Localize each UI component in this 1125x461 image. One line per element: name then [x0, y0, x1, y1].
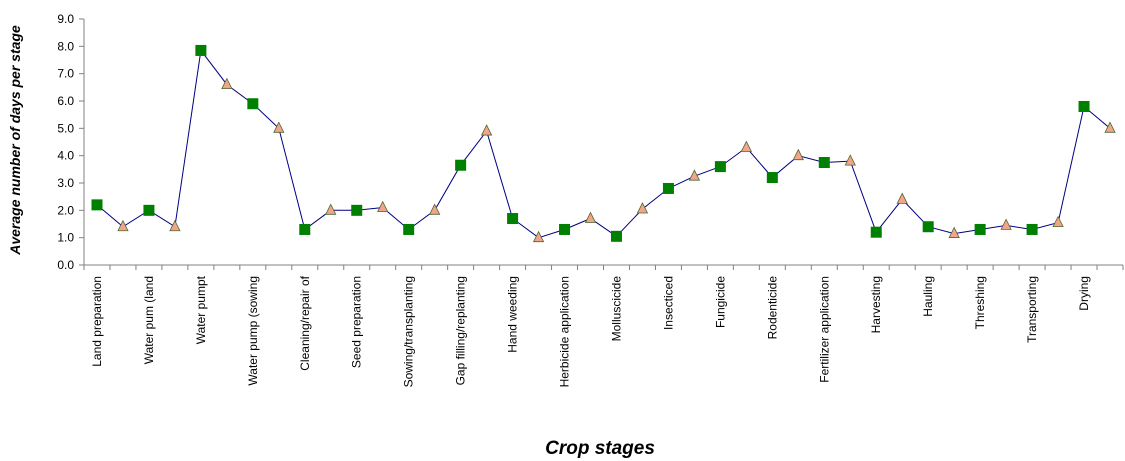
- data-point-square: [818, 157, 830, 168]
- data-point-triangle: [792, 148, 804, 161]
- y-tick-label: 4.0: [57, 149, 74, 163]
- data-point-triangle: [948, 226, 960, 238]
- data-point-square: [195, 44, 207, 56]
- x-axis-title: Crop stages: [545, 438, 655, 459]
- series-line: [96, 49, 1111, 239]
- x-tick-label: Seed preparation: [350, 276, 364, 368]
- data-point-square: [766, 172, 778, 184]
- data-point-square: [610, 230, 622, 242]
- y-tick-label: 0.0: [57, 258, 74, 272]
- x-tick-label: Hand weeding: [506, 276, 520, 353]
- x-tick-label: Drying: [1077, 276, 1091, 311]
- data-point-triangle: [117, 219, 129, 232]
- y-tick-label: 9.0: [57, 12, 74, 26]
- y-tick-label: 5.0: [57, 121, 74, 135]
- x-tick-label: Transporting: [1025, 276, 1039, 343]
- y-axis-title: Average number of days per stage: [7, 25, 23, 256]
- x-tick-label: Sowing/transplanting: [402, 276, 416, 387]
- x-tick-label: Herbicide application: [558, 276, 572, 387]
- x-tick-label: Harvesting: [869, 276, 883, 333]
- x-tick-label: Molluscicide: [609, 276, 623, 342]
- x-tick-label: Hauling: [921, 276, 935, 317]
- y-tick-label: 6.0: [57, 94, 74, 108]
- x-tick-label: Fungicide: [713, 276, 727, 328]
- data-point-square: [247, 98, 259, 110]
- x-tick-label: Insecticed: [661, 276, 675, 330]
- data-point-triangle: [325, 203, 337, 215]
- data-point-triangle: [584, 211, 597, 223]
- y-tick-label: 2.0: [57, 203, 74, 217]
- data-point-square: [662, 182, 674, 194]
- x-tick-label: Land preparation: [90, 276, 104, 367]
- data-point-triangle: [532, 230, 545, 243]
- data-point-square: [922, 221, 934, 233]
- data-point-triangle: [377, 200, 389, 213]
- data-point-square: [559, 223, 571, 235]
- data-point-square: [1026, 223, 1038, 235]
- x-tick-label: Water pump (sowing: [246, 276, 260, 386]
- data-point-square: [1078, 100, 1090, 112]
- data-point-square: [299, 223, 311, 235]
- data-point-triangle: [480, 124, 493, 136]
- data-point-square: [403, 223, 415, 235]
- data-point-square: [143, 204, 155, 216]
- x-tick-label: Cleaning/repair of: [298, 275, 312, 370]
- data-point-triangle: [1052, 215, 1064, 228]
- y-axis-ticks: 0.0 1.0 2.0 3.0 4.0 5.0 6.0 7.0 8.0 9.0: [57, 12, 84, 272]
- chart-axes: [83, 19, 1123, 266]
- x-tick-label: Water pum (land: [142, 276, 156, 364]
- data-point-triangle: [429, 203, 441, 215]
- x-tick-label: Water pumpt: [194, 275, 208, 344]
- y-tick-label: 7.0: [57, 67, 74, 81]
- x-tick-label: Threshing: [973, 276, 987, 329]
- y-tick-label: 8.0: [57, 39, 74, 53]
- x-tick-label: Rodenticide: [765, 276, 779, 340]
- data-markers: [91, 44, 1116, 243]
- y-tick-label: 3.0: [57, 176, 74, 190]
- data-point-triangle: [688, 169, 701, 181]
- data-point-square: [974, 223, 986, 235]
- data-point-square: [455, 159, 467, 171]
- data-point-triangle: [740, 140, 753, 152]
- data-point-triangle: [636, 202, 649, 214]
- data-point-triangle: [169, 219, 181, 232]
- data-point-square: [91, 199, 103, 211]
- x-axis-ticks: Land preparation Water pum (land Water pum…: [83, 265, 1124, 387]
- data-point-triangle: [844, 154, 856, 166]
- data-point-triangle: [273, 121, 285, 133]
- x-tick-label: Gap filling/replanting: [454, 276, 468, 385]
- y-tick-label: 1.0: [57, 231, 74, 245]
- data-point-square: [351, 204, 363, 216]
- data-point-triangle: [1000, 218, 1012, 230]
- x-tick-label: Fertilizer application: [817, 276, 831, 383]
- data-point-square: [507, 213, 519, 225]
- data-point-square: [714, 161, 726, 173]
- data-point-triangle: [1104, 121, 1116, 133]
- data-point-triangle: [221, 77, 233, 89]
- data-point-square: [870, 226, 882, 238]
- data-point-triangle: [896, 192, 908, 204]
